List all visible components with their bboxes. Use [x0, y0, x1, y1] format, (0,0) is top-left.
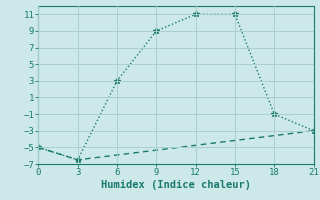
X-axis label: Humidex (Indice chaleur): Humidex (Indice chaleur): [101, 180, 251, 190]
